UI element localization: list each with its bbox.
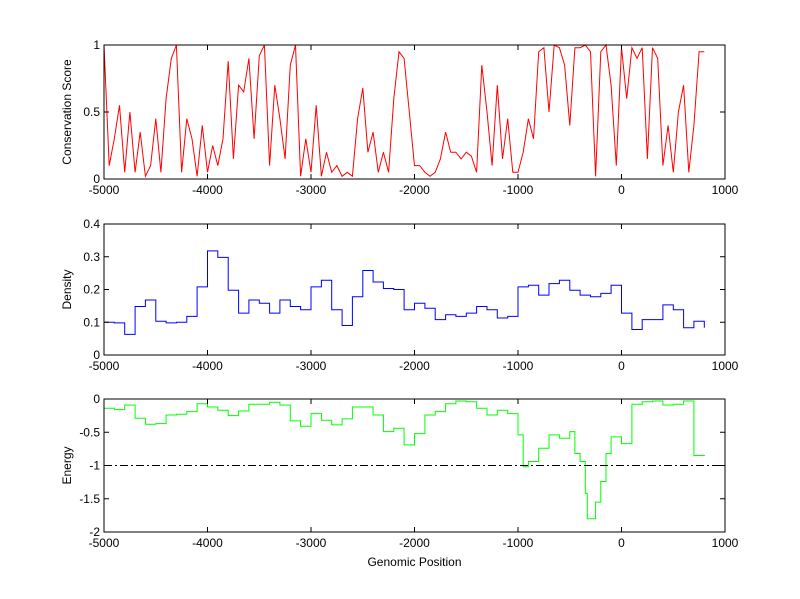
x-tick-label: 1000 <box>712 183 739 197</box>
y-tick-label: 0 <box>93 172 100 186</box>
data-series-line <box>103 43 705 179</box>
y-tick-label: -2 <box>89 525 100 539</box>
x-tick-label: -4000 <box>192 183 223 197</box>
x-tick-label: -3000 <box>296 536 327 550</box>
y-tick-label: 0.2 <box>83 283 100 297</box>
x-tick-label: -2000 <box>399 536 430 550</box>
x-tick-label: -1000 <box>503 183 534 197</box>
y-axis-label: Density <box>60 269 74 309</box>
x-tick-label: -5000 <box>89 183 120 197</box>
y-tick-label: 0.1 <box>83 315 100 329</box>
x-tick-label: -3000 <box>296 359 327 373</box>
x-tick-label: 1000 <box>712 536 739 550</box>
x-tick-label: -2000 <box>399 359 430 373</box>
data-series-line <box>104 250 705 335</box>
subplot-3: -5000 -4000 -3000 -2000 -1000 0 1000 0 -0.5 -1 -1.… <box>60 392 739 569</box>
x-tick-label: 1000 <box>712 359 739 373</box>
x-tick-label: -5000 <box>89 359 120 373</box>
x-axis-label: Genomic Position <box>367 555 461 569</box>
y-tick-label: 0.3 <box>83 250 100 264</box>
x-tick-label: 0 <box>618 359 625 373</box>
y-tick-label: 1 <box>93 38 100 52</box>
y-tick-label: 0.4 <box>83 217 100 231</box>
x-tick-label: -4000 <box>192 359 223 373</box>
x-tick-label: 0 <box>618 183 625 197</box>
y-tick-label: -1.5 <box>79 492 100 506</box>
y-axis-label: Conservation Score <box>60 59 74 165</box>
x-tick-label: 0 <box>618 536 625 550</box>
subplot-2: -5000 -4000 -3000 -2000 -1000 0 1000 0 0.1 0.2 0.3… <box>60 217 739 373</box>
y-tick-label: -1 <box>89 459 100 473</box>
y-tick-label: 0.5 <box>83 105 100 119</box>
y-tick-label: 0 <box>93 392 100 406</box>
x-tick-label: -1000 <box>503 359 534 373</box>
y-tick-label: -0.5 <box>79 425 100 439</box>
x-tick-label: -2000 <box>399 183 430 197</box>
x-tick-label: -5000 <box>89 536 120 550</box>
y-axis-label: Energy <box>60 446 74 484</box>
x-tick-label: -1000 <box>503 536 534 550</box>
x-tick-label: -3000 <box>296 183 327 197</box>
subplot-1: -5000 -4000 -3000 -2000 -1000 0 1000 0 0.5 1 Conse… <box>60 38 739 197</box>
data-series-line <box>104 400 705 520</box>
y-tick-label: 0 <box>93 348 100 362</box>
x-tick-label: -4000 <box>192 536 223 550</box>
